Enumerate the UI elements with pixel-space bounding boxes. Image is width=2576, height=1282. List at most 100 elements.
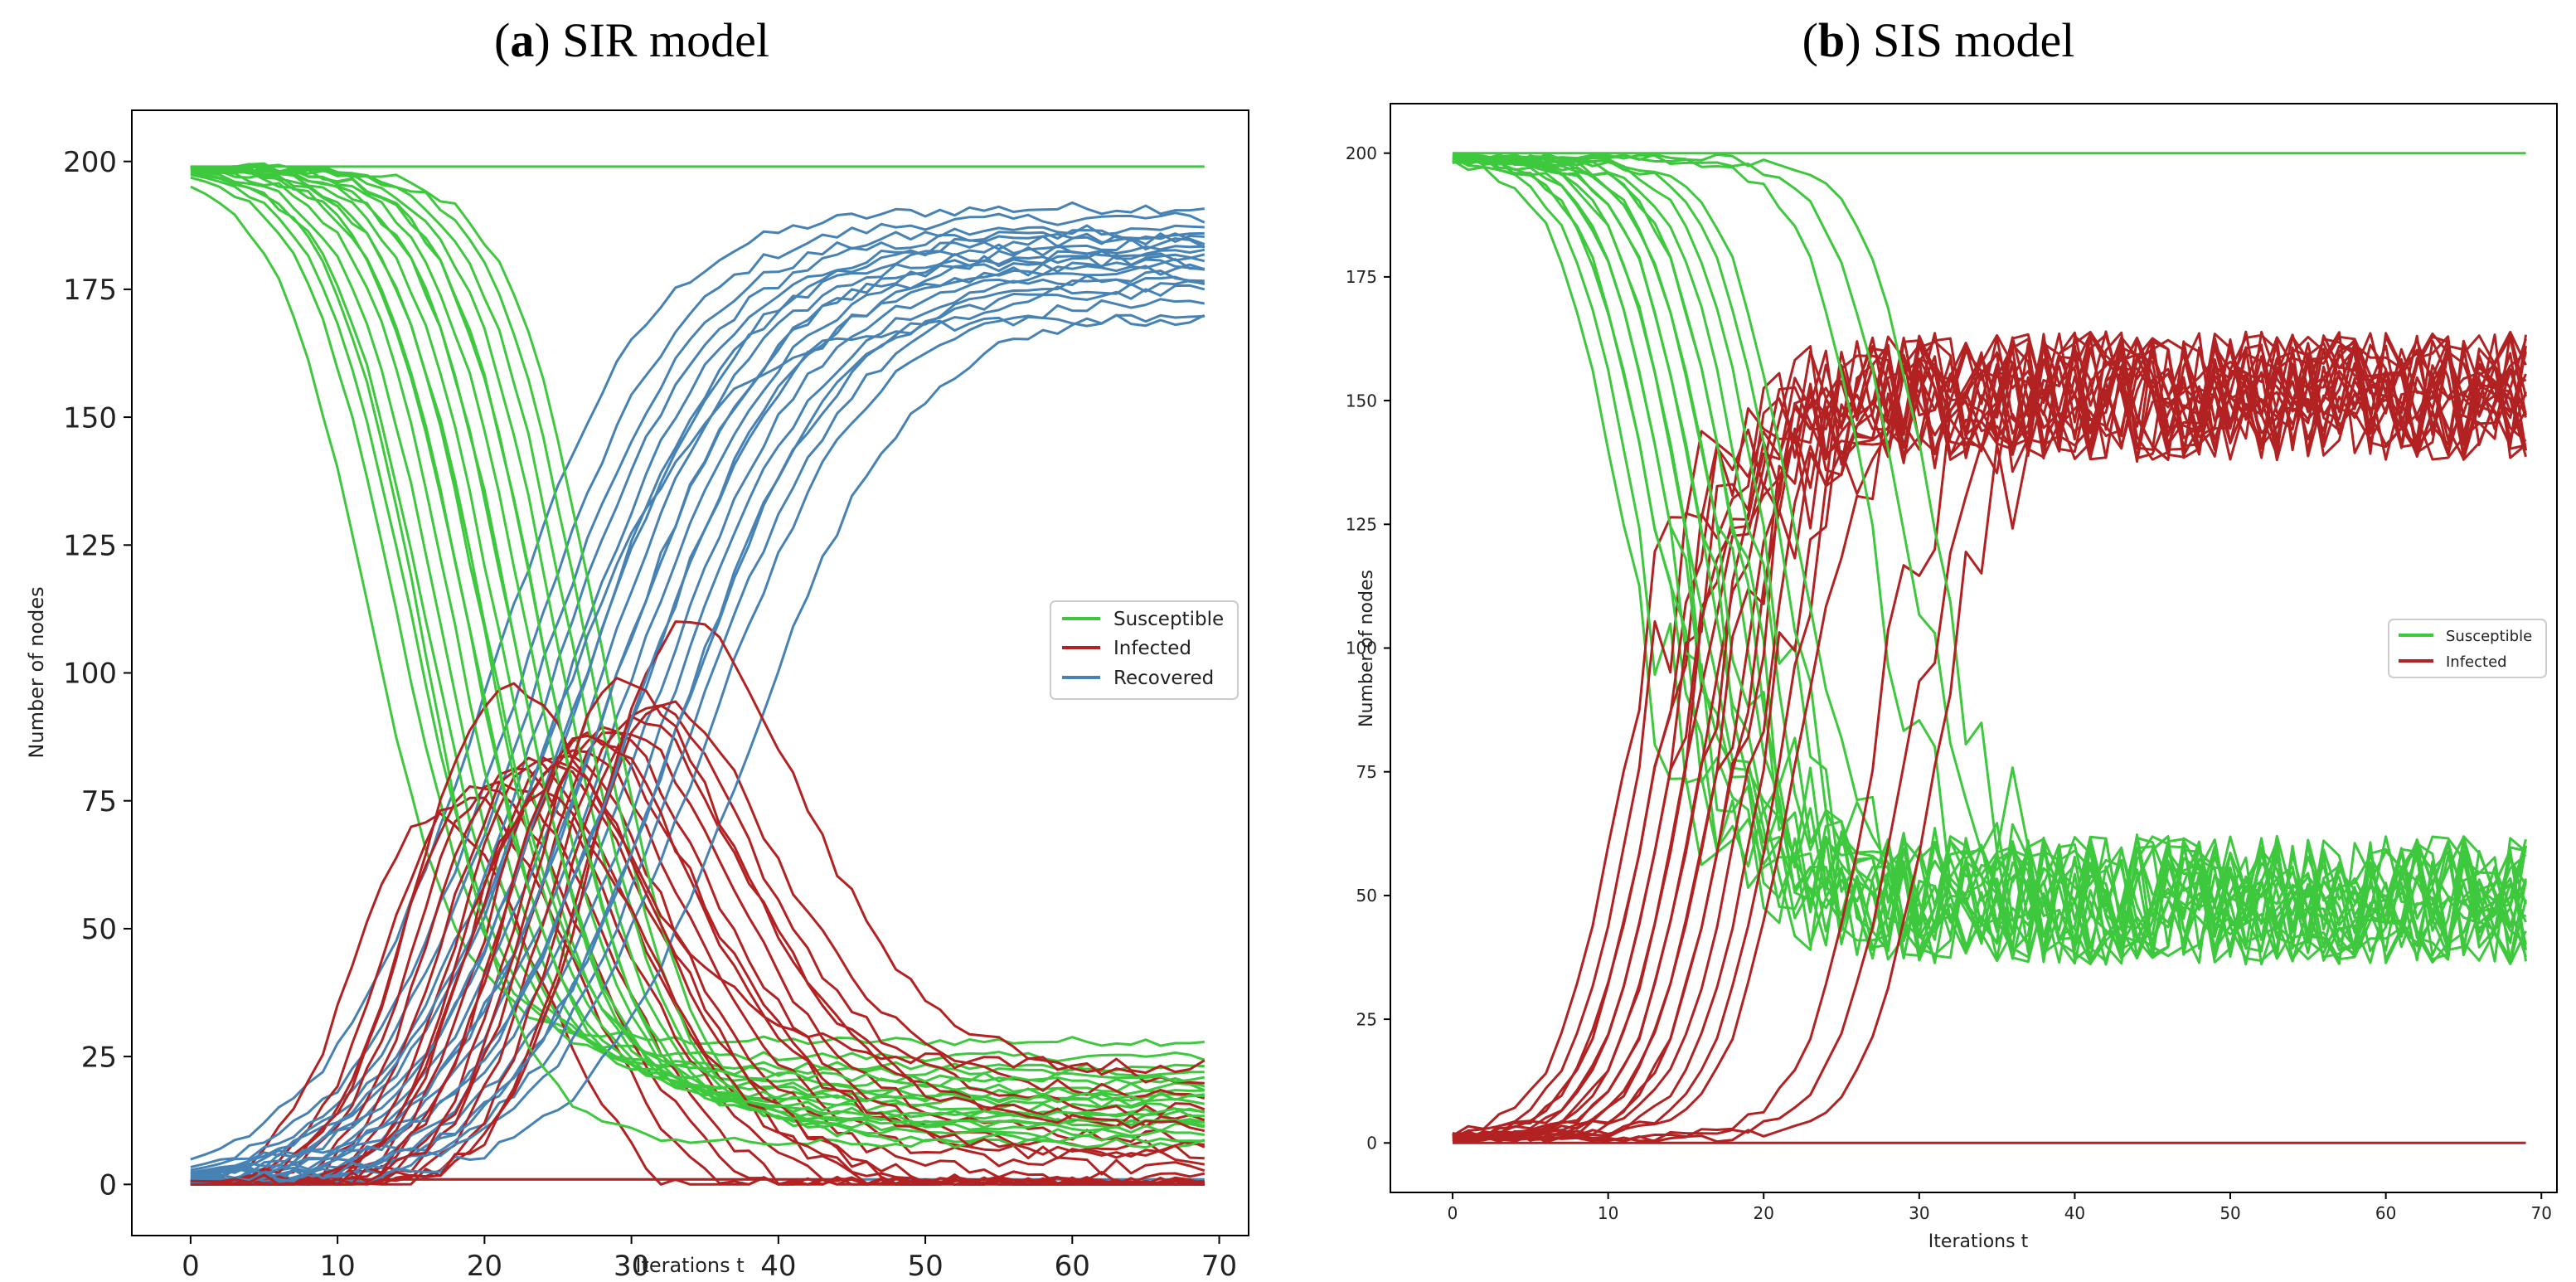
sis-infected-run xyxy=(1452,334,2527,1144)
sir-recovered-run xyxy=(190,237,1206,1178)
sir-x-tick-label: 70 xyxy=(1201,1250,1237,1282)
sir-y-tick-label: 125 xyxy=(63,530,117,563)
sis-legend: Susceptible Infected xyxy=(2388,619,2547,678)
sis-infected-run xyxy=(1452,332,2527,1141)
sir-infected-run xyxy=(190,731,1205,1186)
sis-infected-run xyxy=(1452,330,2527,1143)
sir-infected-run xyxy=(190,677,1206,1186)
sir-recovered-run xyxy=(190,258,1205,1182)
sis-chart: 0 10 20 30 40 50 60 70 0 25 50 75 100 125 150 175 200 It… xyxy=(1346,103,2558,1252)
sir-infected-run xyxy=(190,726,1206,1186)
sis-infected-run xyxy=(1452,330,2527,1142)
sir-legend-label-recovered: Recovered xyxy=(1113,668,1214,689)
sir-legend-box xyxy=(1050,600,1239,700)
sir-recovered-run xyxy=(190,253,1206,1182)
sir-x-tick-label: 40 xyxy=(760,1250,796,1282)
sis-susceptible-run xyxy=(1452,155,2527,964)
sir-infected-run xyxy=(190,620,1205,1186)
sis-susceptible-run xyxy=(1452,154,2527,964)
sis-x-axis-label: Iterations t xyxy=(1928,1231,2029,1252)
sir-y-tick-label: 25 xyxy=(81,1041,117,1074)
sir-y-tick-label: 200 xyxy=(63,146,117,179)
sir-susceptible-run xyxy=(190,172,1206,1149)
sir-recovered-run xyxy=(190,263,1206,1186)
sis-susceptible-run xyxy=(1452,153,2527,961)
sir-legend-label-susceptible: Susceptible xyxy=(1113,609,1224,630)
sir-series-lines xyxy=(190,162,1206,1186)
sis-x-tick-label: 0 xyxy=(1448,1203,1458,1223)
sir-recovered-run xyxy=(190,201,1205,1161)
sis-series-lines xyxy=(1452,152,2527,1144)
sir-infected-run xyxy=(190,682,1206,1185)
sir-x-tick-label: 0 xyxy=(182,1250,200,1282)
sir-infected-run xyxy=(190,734,1205,1186)
panel-a-title-text: SIR model xyxy=(562,13,769,67)
sir-infected-run xyxy=(190,760,1205,1186)
sis-y-tick-label: 25 xyxy=(1356,1009,1377,1029)
sis-x-tick-label: 40 xyxy=(2064,1203,2085,1223)
sir-recovered-run xyxy=(190,313,1206,1175)
sis-legend-label-infected: Infected xyxy=(2446,653,2507,671)
sir-y-tick-label: 0 xyxy=(99,1169,117,1202)
sis-y-tick-label: 200 xyxy=(1346,143,1377,163)
panel-b-letter: b xyxy=(1818,13,1845,67)
sir-susceptible-run xyxy=(190,165,1206,1134)
sir-susceptible-run xyxy=(190,163,1205,1129)
sir-recovered-run xyxy=(190,244,1205,1180)
sis-y-axis-label: Number of nodes xyxy=(1356,570,1377,727)
sir-recovered-run xyxy=(190,232,1206,1176)
panel-a-letter: a xyxy=(510,13,534,67)
sir-infected-run xyxy=(190,731,1206,1186)
sis-susceptible-run xyxy=(1452,154,2527,966)
sis-y-tick-label: 125 xyxy=(1346,514,1377,534)
sir-axes: 0 10 20 30 40 50 60 70 0 25 50 75 100 125 150 175 200 xyxy=(63,146,1237,1282)
sir-y-tick-label: 50 xyxy=(81,913,117,946)
sis-x-tick-label: 20 xyxy=(1754,1203,1774,1223)
sis-plot-frame xyxy=(1390,103,2558,1193)
sis-susceptible-run xyxy=(1452,153,2527,966)
sis-y-tick-label: 150 xyxy=(1346,391,1377,410)
sis-axes: 0 10 20 30 40 50 60 70 0 25 50 75 100 125 150 175 200 xyxy=(1346,143,2552,1223)
sir-legend-label-infected: Infected xyxy=(1113,638,1191,659)
sis-susceptible-run xyxy=(1452,153,2527,962)
panel-b-title: (b) SIS model xyxy=(1802,13,2075,67)
sis-susceptible-run xyxy=(1452,154,2527,964)
sis-x-tick-label: 50 xyxy=(2219,1203,2240,1223)
sis-infected-run xyxy=(1452,335,2527,1144)
sis-y-tick-label: 175 xyxy=(1346,267,1377,287)
sir-infected-run xyxy=(190,789,1205,1186)
sis-y-tick-label: 0 xyxy=(1366,1134,1377,1153)
sir-x-tick-label: 60 xyxy=(1055,1250,1090,1282)
sir-x-tick-label: 10 xyxy=(319,1250,355,1282)
sis-y-tick-label: 100 xyxy=(1346,639,1377,658)
sir-x-tick-label: 50 xyxy=(907,1250,943,1282)
sir-y-tick-label: 175 xyxy=(63,274,117,307)
sis-x-tick-label: 70 xyxy=(2531,1203,2552,1223)
sis-susceptible-run xyxy=(1452,153,2527,965)
sir-recovered-run xyxy=(190,313,1205,1185)
sis-x-tick-label: 60 xyxy=(2375,1203,2396,1223)
sir-susceptible-run xyxy=(190,166,1205,1118)
sir-chart: 0 10 20 30 40 50 60 70 0 25 50 75 100 125 150 175 200 It… xyxy=(25,109,1249,1282)
sis-infected-run xyxy=(1452,333,2527,1142)
sis-y-tick-label: 50 xyxy=(1356,886,1377,906)
sir-x-tick-label: 30 xyxy=(614,1250,649,1282)
sir-recovered-run xyxy=(190,275,1206,1184)
sir-recovered-run xyxy=(190,232,1205,1178)
sir-y-axis-label: Number of nodes xyxy=(25,586,48,758)
sir-recovered-run xyxy=(190,284,1206,1186)
sis-infected-run xyxy=(1452,332,2527,1142)
sir-y-tick-label: 75 xyxy=(81,785,117,818)
sir-x-axis-label: Iterations t xyxy=(635,1254,744,1277)
sir-y-tick-label: 150 xyxy=(63,401,117,435)
sir-x-tick-label: 20 xyxy=(467,1250,502,1282)
sir-recovered-run xyxy=(190,229,1205,1174)
panel-b-title-text: SIS model xyxy=(1873,13,2074,67)
sir-y-tick-label: 100 xyxy=(63,658,117,691)
sis-infected-run xyxy=(1452,331,2527,1144)
panel-a-title: (a) SIR model xyxy=(494,13,769,67)
sis-x-tick-label: 30 xyxy=(1909,1203,1929,1223)
sis-legend-label-susceptible: Susceptible xyxy=(2446,628,2532,645)
sir-legend: Susceptible Infected Recovered xyxy=(1050,600,1239,700)
